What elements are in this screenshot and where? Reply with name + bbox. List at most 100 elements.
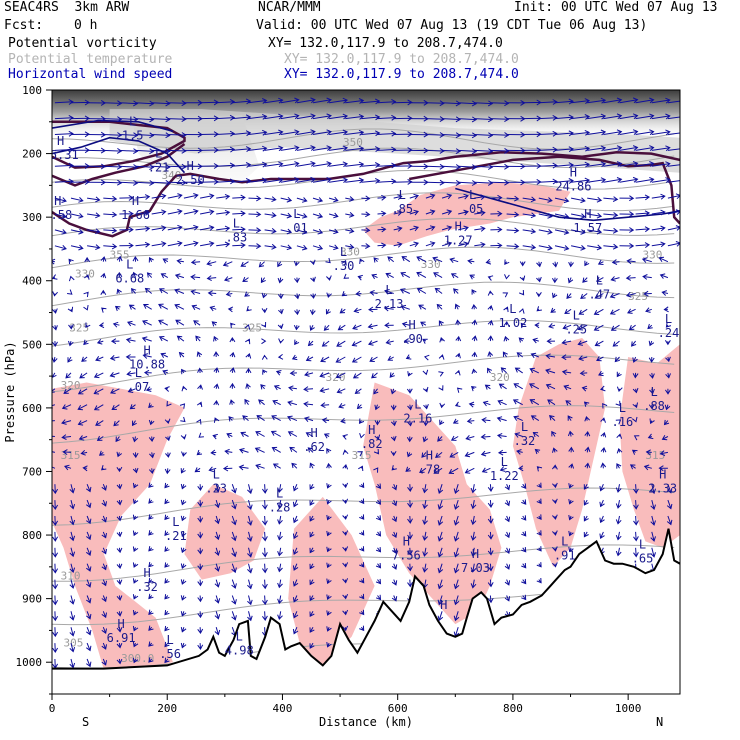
- wind-vector-arrow: [361, 243, 371, 249]
- wind-vector-arrow: [309, 642, 315, 649]
- wind-vector-arrow: [174, 273, 185, 280]
- wind-vector-arrow: [309, 462, 315, 469]
- wind-vector-arrow: [292, 515, 299, 524]
- wind-vector-arrow: [342, 578, 349, 584]
- terrain-layer: [52, 528, 680, 694]
- wind-vector-arrow: [422, 531, 428, 541]
- wind-vector-arrow: [390, 388, 397, 395]
- wind-vector-arrow: [180, 531, 187, 538]
- wind-vector-arrow: [554, 114, 574, 121]
- field-wind-name: Horizontal wind speed: [8, 67, 173, 82]
- wind-vector-arrow: [497, 399, 507, 406]
- wind-vector-arrow: [258, 261, 265, 268]
- wind-vector-arrow: [455, 335, 462, 342]
- wind-vector-arrow: [628, 324, 636, 331]
- wind-vector-arrow: [343, 273, 350, 279]
- wind-vector-arrow: [165, 452, 171, 458]
- wind-vector-arrow: [86, 642, 92, 652]
- wind-vector-arrow: [195, 335, 201, 342]
- wind-vector-arrow: [261, 515, 268, 526]
- wind-vector-arrow: [326, 483, 332, 489]
- wind-vector-arrow: [52, 274, 58, 280]
- wind-vector-arrow: [633, 515, 639, 526]
- wind-vector-arrow: [452, 418, 459, 424]
- wind-vector-arrow: [598, 370, 604, 377]
- wind-vector-arrow: [400, 304, 410, 311]
- wind-vector-arrow: [109, 371, 120, 378]
- wind-vector-arrow: [504, 531, 511, 539]
- wind-vector-arrow: [522, 196, 537, 203]
- wind-vector-arrow: [264, 243, 277, 250]
- wind-vector-arrow: [361, 177, 381, 184]
- hl-marker-letter: L: [573, 309, 580, 323]
- wind-vector-arrow: [619, 129, 639, 135]
- wind-vector-arrow: [603, 196, 619, 202]
- wind-vector-arrow: [521, 531, 527, 537]
- model-name: SEAC4RS 3km ARW: [4, 0, 130, 15]
- wind-vector-arrow: [264, 113, 284, 120]
- wind-vector-arrow: [587, 129, 607, 136]
- wind-vector-arrow: [208, 466, 217, 473]
- wind-vector-arrow: [391, 547, 398, 554]
- wind-vector-arrow: [409, 193, 420, 200]
- wind-vector-arrow: [359, 546, 365, 552]
- wind-vector-arrow: [294, 293, 300, 300]
- wind-vector-arrow: [342, 609, 349, 616]
- wind-vector-arrow: [335, 356, 346, 363]
- wind-vector-arrow: [227, 306, 234, 313]
- wind-vector-arrow: [538, 197, 553, 203]
- wind-vector-arrow: [554, 162, 574, 169]
- wind-vector-arrow: [277, 293, 284, 300]
- wind-vector-arrow: [86, 611, 92, 620]
- hl-marker-letter: H: [143, 344, 150, 358]
- wind-vector-arrow: [116, 595, 123, 601]
- wind-vector-arrow: [158, 319, 169, 326]
- wind-vector-arrow: [255, 431, 265, 437]
- hl-marker-value: .85: [391, 202, 413, 216]
- wind-vector-arrow: [418, 304, 427, 310]
- wind-vector-arrow: [194, 467, 201, 473]
- wind-vector-arrow: [309, 499, 315, 506]
- wind-vector-arrow: [665, 356, 671, 363]
- wind-vector-arrow: [174, 303, 185, 310]
- wind-vector-arrow: [571, 177, 591, 184]
- wind-vector-arrow: [96, 338, 104, 345]
- wind-vector-arrow: [148, 468, 155, 475]
- y-tick-label: 500: [22, 338, 42, 351]
- wind-vector-arrow: [596, 356, 604, 362]
- wind-vector-arrow: [568, 261, 574, 268]
- wind-vector-arrow: [487, 351, 494, 358]
- wind-vector-arrow: [373, 257, 379, 263]
- wind-vector-arrow: [216, 130, 236, 137]
- wind-vector-arrow: [487, 531, 494, 540]
- wind-vector-arrow: [482, 400, 491, 407]
- wind-vector-arrow: [309, 595, 315, 602]
- wind-vector-arrow: [342, 625, 349, 632]
- wind-vector-arrow: [471, 289, 477, 295]
- wind-vector-arrow: [231, 531, 237, 542]
- wind-vector-arrow: [180, 579, 187, 585]
- wind-vector-arrow: [635, 161, 655, 167]
- wind-vector-arrow: [667, 148, 680, 151]
- wind-vector-arrow: [132, 594, 139, 600]
- wind-vector-arrow: [536, 530, 542, 536]
- wind-vector-arrow: [603, 177, 623, 183]
- wind-vector-arrow: [439, 402, 446, 409]
- wind-vector-arrow: [240, 431, 249, 437]
- pv-contour-line: [52, 151, 680, 238]
- wind-vector-arrow: [635, 176, 655, 183]
- wind-vector-arrow: [116, 627, 123, 633]
- hl-marker-value: 7.03: [461, 561, 490, 575]
- wind-vector-arrow: [207, 290, 217, 297]
- wind-vector-arrow: [650, 484, 656, 495]
- wind-vector-arrow: [160, 352, 169, 358]
- wind-vector-arrow: [407, 515, 413, 524]
- wind-vector-arrow: [197, 627, 204, 635]
- wind-vector-arrow: [632, 402, 638, 409]
- wind-vector-arrow: [522, 212, 537, 219]
- wind-vector-arrow: [490, 242, 503, 249]
- wind-vector-arrow: [453, 484, 460, 495]
- wind-vector-arrow: [229, 399, 235, 405]
- wind-vector-arrow: [371, 372, 378, 379]
